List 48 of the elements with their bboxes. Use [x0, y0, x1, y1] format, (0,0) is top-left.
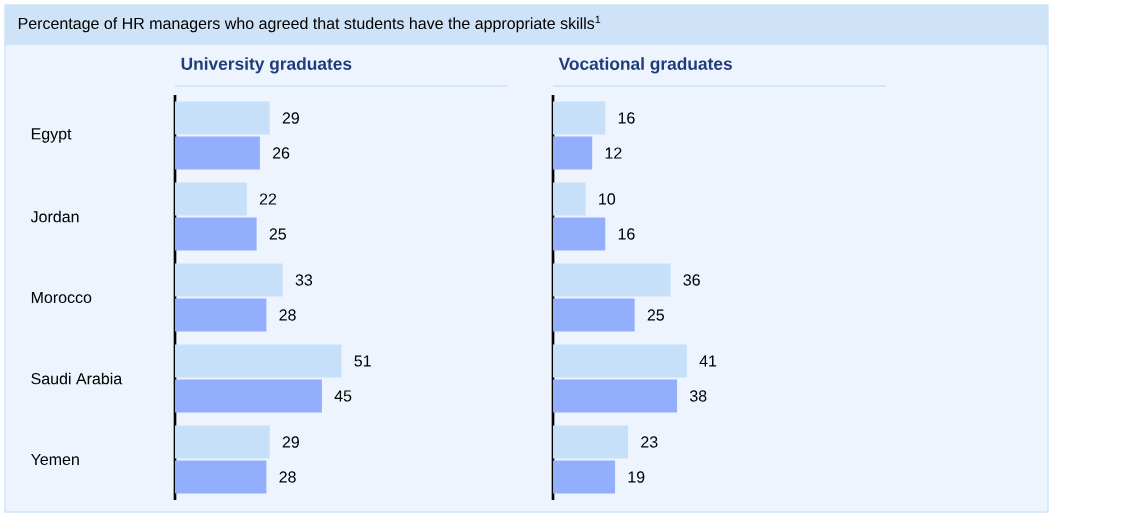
- data-label: 28: [279, 309, 296, 321]
- data-label: 45: [334, 390, 352, 402]
- bar: [553, 263, 671, 297]
- bar: [553, 217, 606, 251]
- data-label: 16: [618, 228, 635, 240]
- data-label: 28: [279, 471, 296, 483]
- y-tick-label: Morocco: [31, 291, 92, 304]
- data-label: 12: [605, 147, 622, 159]
- bar: [175, 217, 257, 251]
- chart-title: University graduates: [181, 57, 352, 74]
- bar: [553, 136, 593, 170]
- text: Percentage of HR managers who agreed that students have the appropriate skills$^{1}$: [18, 15, 601, 33]
- bar: [553, 101, 606, 135]
- bar: [175, 425, 270, 459]
- bar: [175, 460, 267, 494]
- bar: [553, 379, 678, 413]
- y-tick-label: Yemen: [30, 453, 79, 466]
- bar: [175, 101, 270, 135]
- data-label: 33: [295, 274, 313, 286]
- data-label: 19: [628, 471, 645, 483]
- data-label: 38: [689, 390, 707, 402]
- bar: [553, 344, 687, 378]
- data-label: 29: [282, 436, 299, 448]
- data-label: 22: [259, 193, 277, 205]
- y-tick-label: Jordan: [30, 210, 79, 223]
- bar: [175, 298, 267, 332]
- bar: [553, 298, 635, 332]
- data-label: 16: [618, 112, 635, 124]
- bar: [175, 182, 247, 216]
- data-label: 29: [282, 112, 299, 124]
- data-label: 26: [272, 147, 290, 159]
- bar: [553, 425, 629, 459]
- bar: [175, 136, 260, 170]
- bar: [553, 460, 616, 494]
- data-label: 51: [354, 355, 371, 367]
- y-tick-label: Egypt: [31, 128, 72, 143]
- data-label: 25: [269, 228, 286, 240]
- bar: [175, 379, 322, 413]
- data-label: 36: [683, 274, 700, 286]
- bar: [553, 182, 586, 216]
- data-label: 41: [699, 355, 717, 367]
- data-label: 23: [641, 436, 658, 448]
- data-label: 10: [599, 193, 616, 205]
- chart-title: Vocational graduates: [558, 57, 732, 74]
- bar: [175, 344, 342, 378]
- y-tick-label: Saudi Arabia: [31, 372, 123, 385]
- data-label: 25: [647, 309, 665, 321]
- bar: [175, 263, 283, 297]
